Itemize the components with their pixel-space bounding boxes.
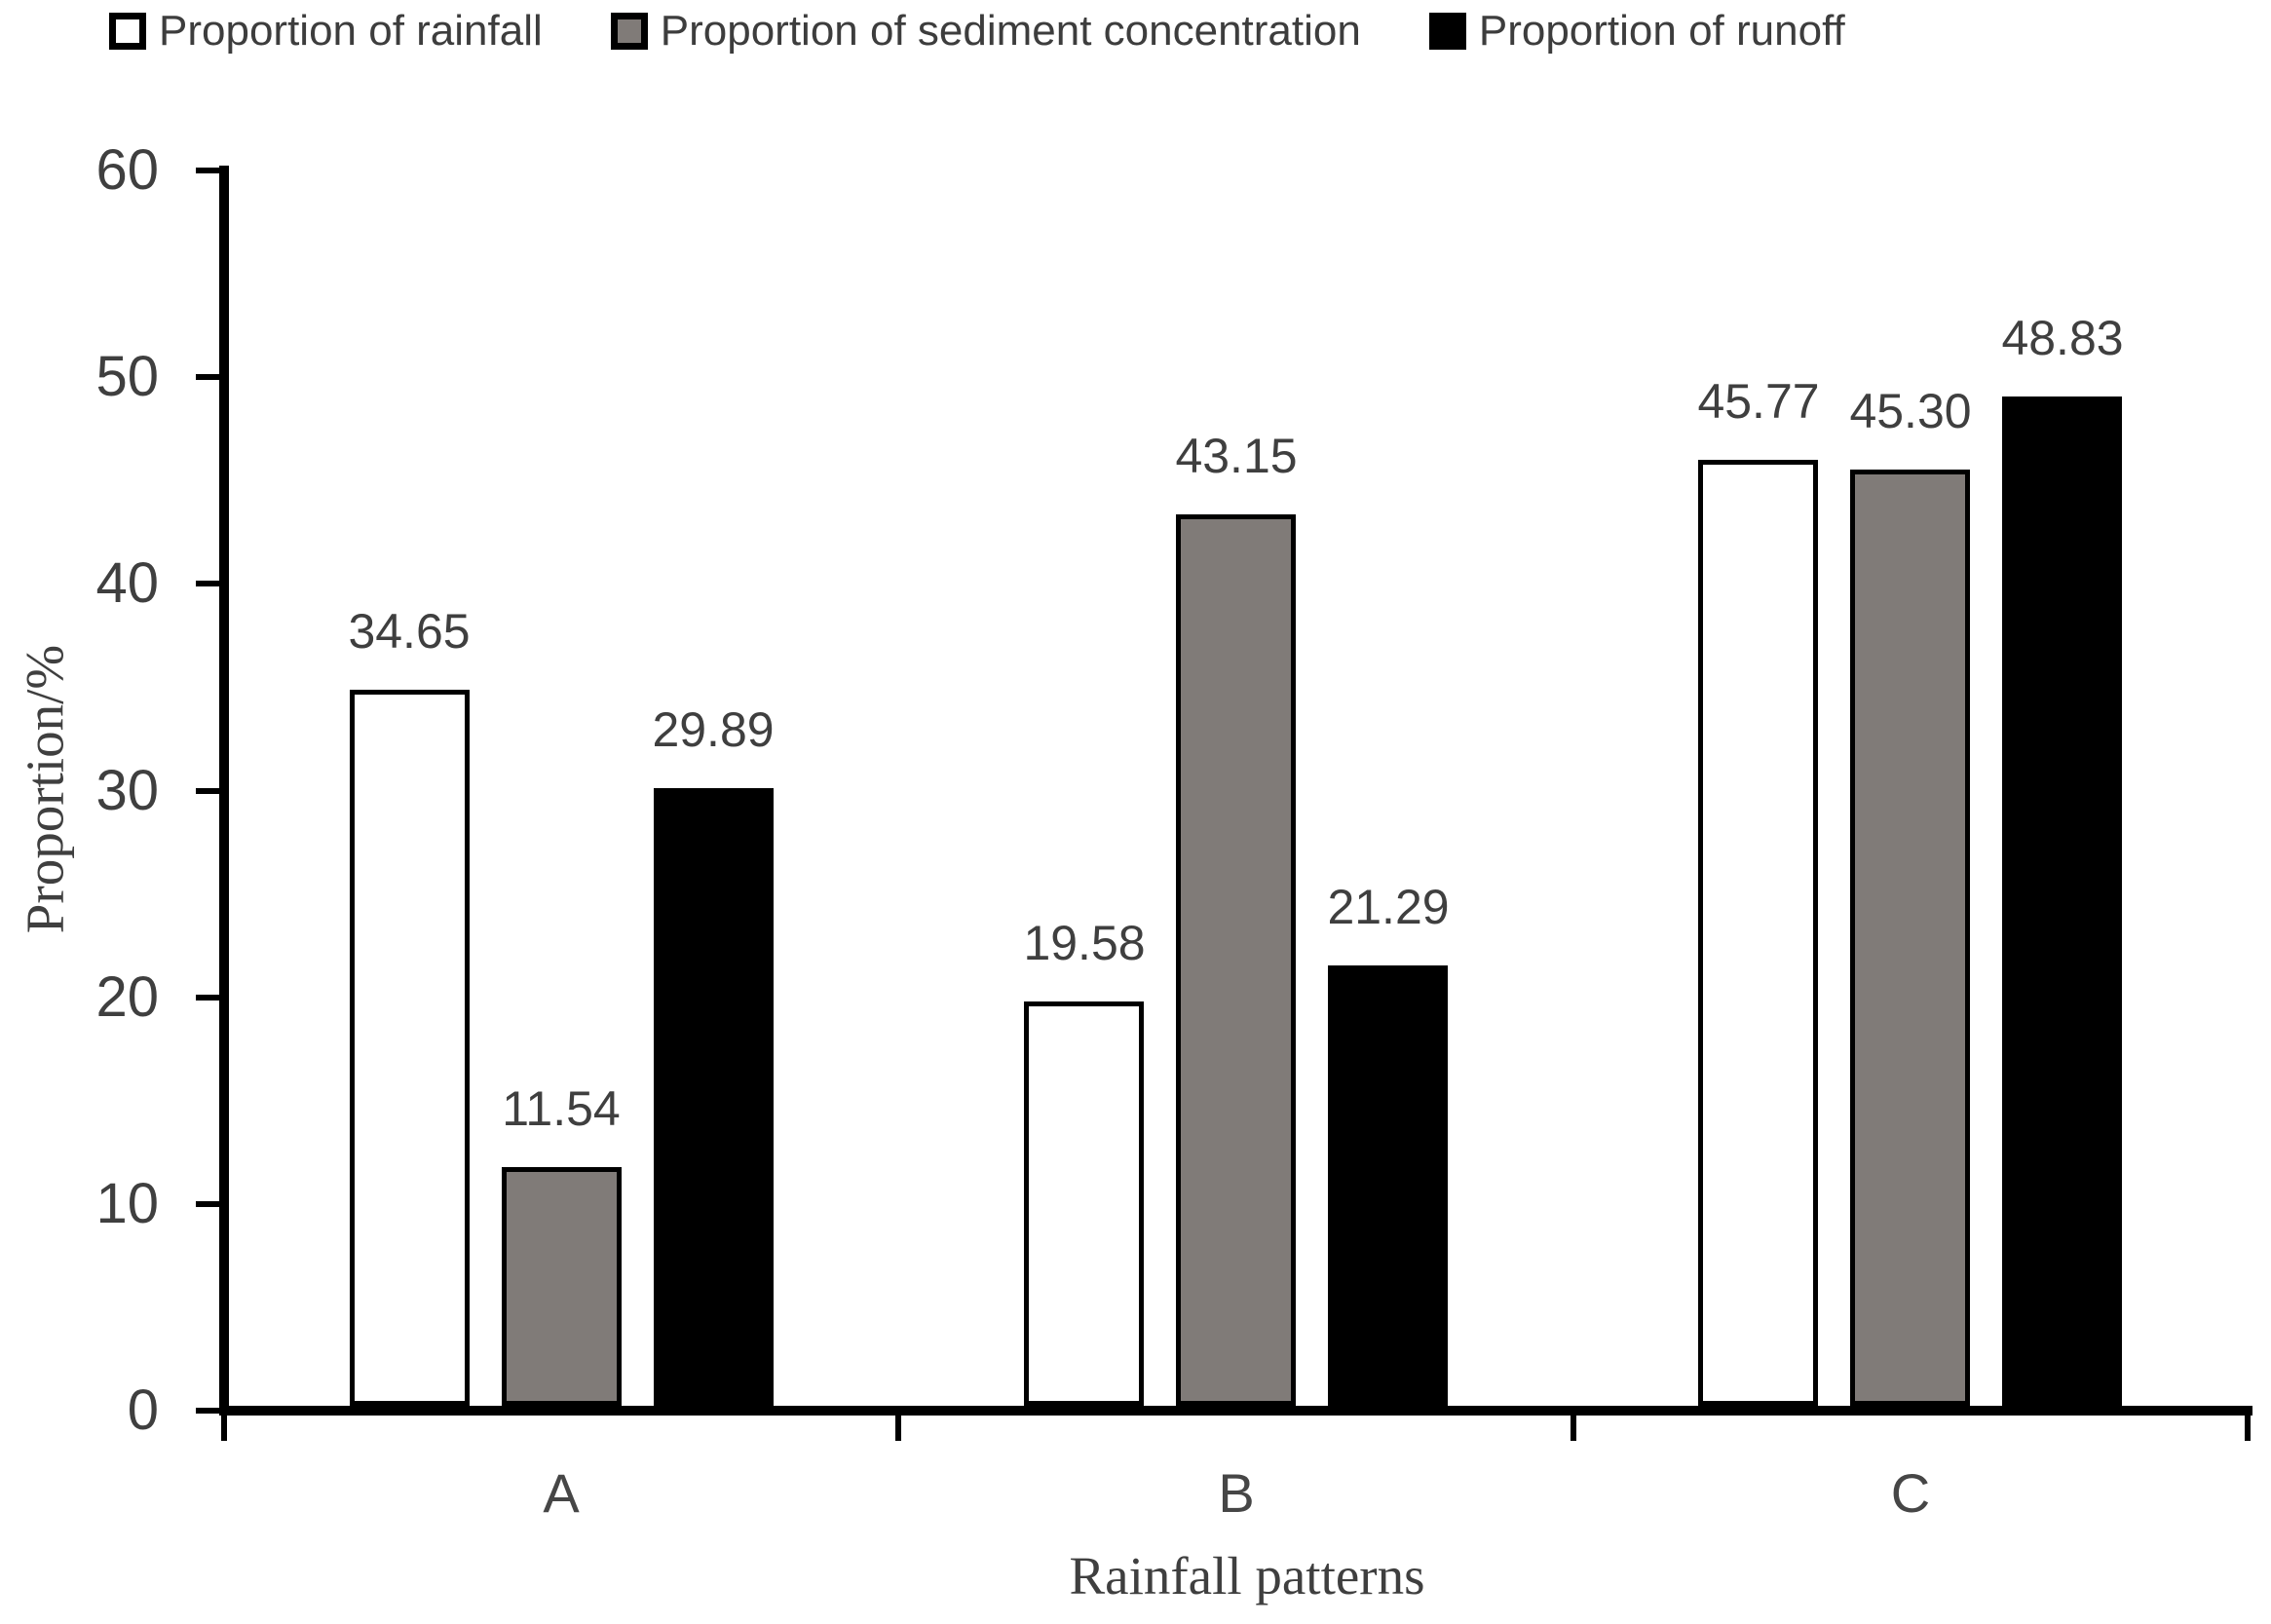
legend-label: Proportion of runoff <box>1478 7 1845 55</box>
bar-value-label: 48.83 <box>2001 311 2124 365</box>
y-tick <box>196 581 219 586</box>
x-boundary-tick <box>1571 1416 1576 1441</box>
bar-value-label: 29.89 <box>652 702 775 757</box>
y-tick <box>196 995 219 1001</box>
bar-value-label: 45.30 <box>1849 384 1972 438</box>
y-tick <box>196 168 219 173</box>
category-label-C: C <box>1890 1462 1931 1524</box>
legend-label: Proportion of rainfall <box>159 7 543 55</box>
y-tick <box>196 1201 219 1207</box>
y-tick-label: 20 <box>95 965 159 1029</box>
bar-value-label: 19.58 <box>1023 916 1146 970</box>
y-axis-line <box>219 166 229 1416</box>
legend-item-3: Proportion of runoff <box>1428 7 1845 55</box>
bar-A-series2 <box>502 1167 622 1406</box>
bar-value-label: 11.54 <box>502 1081 621 1136</box>
y-axis-title: Proportion/% <box>15 644 75 934</box>
bar-value-label: 43.15 <box>1175 429 1298 483</box>
x-axis-line <box>219 1406 2252 1416</box>
legend-label: Proportion of sediment concentration <box>660 7 1361 55</box>
bar-A-series3 <box>654 788 774 1406</box>
y-tick <box>196 374 219 380</box>
y-tick <box>196 788 219 794</box>
legend-item-2: Proportion of sediment concentration <box>610 7 1361 55</box>
bar-value-label: 34.65 <box>348 604 471 659</box>
bar-B-series3 <box>1328 965 1448 1406</box>
legend-swatch-icon <box>610 13 648 50</box>
legend-swatch-icon <box>1428 13 1466 50</box>
bar-C-series2 <box>1850 470 1970 1406</box>
legend-item-1: Proportion of rainfall <box>109 10 543 53</box>
x-boundary-tick <box>895 1416 901 1441</box>
bar-C-series3 <box>2002 397 2122 1406</box>
category-label-B: B <box>1218 1462 1255 1524</box>
bar-value-label: 45.77 <box>1697 374 1820 429</box>
category-label-A: A <box>543 1462 580 1524</box>
y-tick-label: 50 <box>95 345 159 408</box>
bar-B-series2 <box>1176 514 1296 1406</box>
legend-swatch-icon <box>109 13 146 50</box>
y-tick-label: 30 <box>95 759 159 822</box>
y-tick <box>196 1408 219 1414</box>
y-tick-label: 10 <box>95 1172 159 1235</box>
x-axis-title: Rainfall patterns <box>1069 1546 1425 1605</box>
y-tick-label: 0 <box>127 1379 159 1442</box>
x-boundary-tick <box>221 1416 227 1441</box>
bar-C-series1 <box>1698 460 1818 1406</box>
y-tick-label: 40 <box>95 551 159 615</box>
legend: Proportion of rainfall Proportion of sedi… <box>109 8 1845 55</box>
x-boundary-tick <box>2245 1416 2251 1441</box>
y-tick-label: 60 <box>95 138 159 202</box>
bar-A-series1 <box>350 690 470 1406</box>
bar-B-series1 <box>1024 1001 1144 1406</box>
bar-value-label: 21.29 <box>1327 880 1450 934</box>
